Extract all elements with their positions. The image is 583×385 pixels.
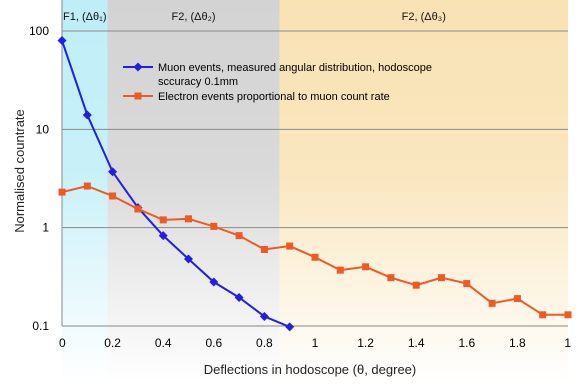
data-point	[158, 231, 168, 241]
data-point	[210, 222, 218, 230]
data-point	[185, 215, 192, 223]
tick-labels: 100 10 1 0.1 0 0.2 0.4 0.6 0.8 1 1.2 1.4 1.6 1.8 1	[29, 24, 571, 350]
series-2	[58, 182, 572, 319]
data-point	[336, 266, 344, 274]
data-point	[387, 274, 395, 282]
data-point	[513, 295, 521, 303]
legend-label-1: Muon events, measured angular distributi…	[158, 62, 432, 74]
region-labels: F1, (Δθ₁) F2, (Δθ₂) F2, (Δθ₃)	[63, 11, 446, 23]
data-point	[159, 216, 167, 224]
data-point	[82, 110, 92, 120]
data-point	[463, 280, 471, 288]
data-point	[564, 311, 572, 319]
data-point	[83, 182, 91, 190]
x-axis-label: Deflections in hodoscope (θ, degree)	[204, 362, 416, 377]
data-series	[57, 36, 572, 332]
data-point	[184, 254, 193, 264]
x-tick-label: 0	[59, 336, 66, 350]
x-tick-label: 0.4	[155, 336, 172, 350]
region-fade-overlay	[62, 0, 568, 382]
data-point	[539, 311, 547, 319]
x-tick-label: 1	[564, 336, 571, 350]
x-tick-label: 1.8	[509, 336, 526, 350]
data-point	[109, 192, 117, 200]
legend-marker-1	[133, 62, 143, 72]
legend-label-2: Electron events proportional to muon cou…	[158, 91, 390, 103]
x-tick-label: 1.6	[458, 336, 475, 350]
y-tick-label: 100	[29, 24, 49, 38]
x-tick-label: 1.4	[408, 336, 425, 350]
region-label-2: F2, (Δθ₂)	[172, 11, 216, 23]
data-point	[488, 299, 496, 307]
y-tick-label: 1	[42, 221, 49, 235]
y-tick-label: 0.1	[32, 319, 49, 333]
x-tick-label: 1.2	[357, 336, 374, 350]
data-point	[58, 188, 66, 196]
data-point	[234, 292, 244, 302]
series-1-line	[61, 40, 291, 328]
gridlines	[62, 30, 568, 229]
x-tick-label: 0.6	[205, 336, 222, 350]
data-point	[108, 167, 118, 177]
data-point	[362, 263, 370, 271]
data-point	[311, 253, 319, 261]
x-tick-label: 0.8	[256, 336, 273, 350]
data-point	[209, 277, 219, 287]
y-tick-label: 10	[36, 122, 50, 136]
region-label-3: F2, (Δθ₃)	[402, 11, 446, 23]
legend-marker-2	[134, 92, 142, 100]
legend: Muon events, measured angular distributi…	[123, 62, 432, 103]
data-point	[134, 205, 142, 213]
data-point	[57, 36, 67, 46]
x-tick-label: 0.2	[104, 336, 121, 350]
data-point	[235, 232, 243, 240]
region-label-1: F1, (Δθ₁)	[63, 11, 106, 23]
legend-label-1: sccuracy 0.1mm	[158, 76, 238, 88]
data-point	[438, 274, 445, 282]
x-tick-label: 1	[312, 336, 319, 350]
data-point	[260, 245, 268, 253]
data-point	[286, 242, 294, 250]
data-point	[259, 311, 269, 321]
data-point	[412, 281, 420, 289]
axes	[61, 0, 568, 327]
data-point	[285, 322, 295, 332]
y-axis-label: Normalised countrate	[12, 109, 27, 233]
